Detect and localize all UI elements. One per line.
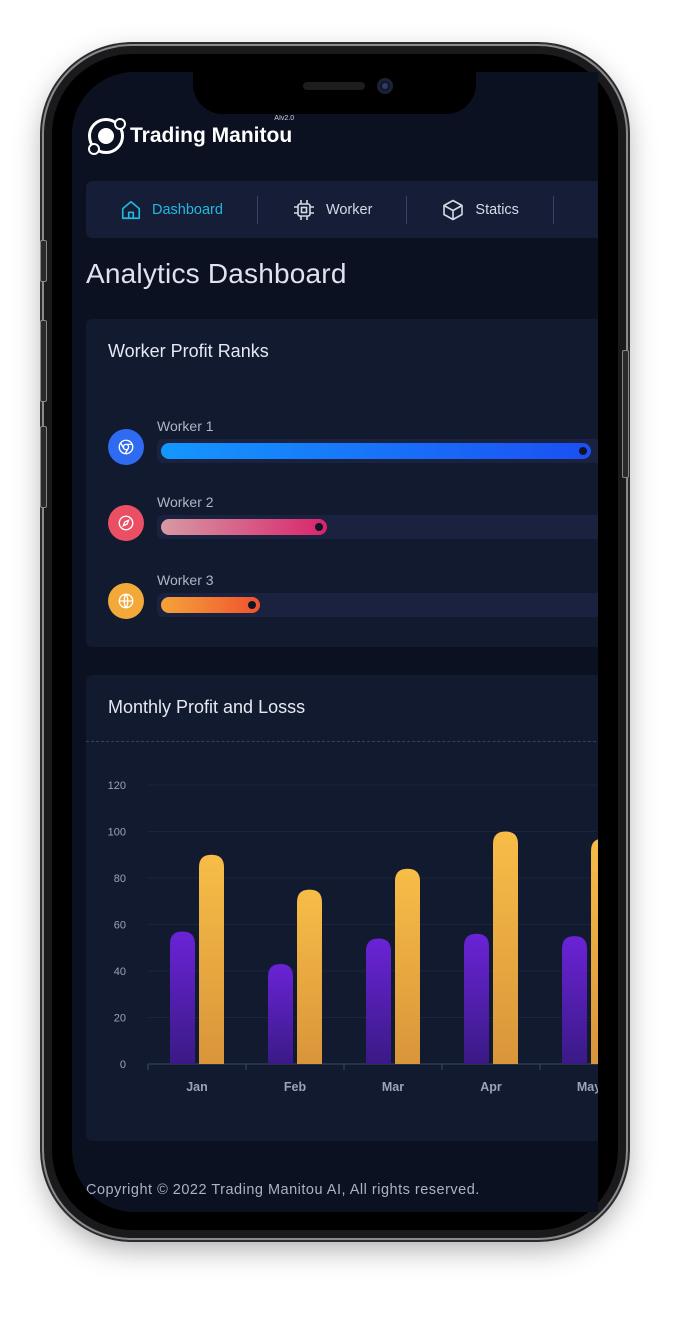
progress-fill xyxy=(161,443,592,459)
card-title: Monthly Profit and Losss xyxy=(108,697,306,717)
bar-apr-series-1[interactable] xyxy=(464,933,489,1064)
globe-icon xyxy=(108,583,144,619)
rank-row-worker-1: Worker 1 65% xyxy=(108,418,598,485)
nav-label: Worker xyxy=(325,201,373,218)
divider xyxy=(86,741,598,742)
monthly-profit-chart: 0 20 40 60 80 100 120 Jan Feb Mar Apr May xyxy=(108,780,598,1094)
brand-name: Trading Manitou AIv2.0 xyxy=(130,115,295,147)
nav-label: Statics xyxy=(475,201,519,218)
nav-item-statics[interactable]: Statics xyxy=(407,195,554,224)
y-tick-label: 40 xyxy=(114,966,126,978)
bar-apr-series-2[interactable] xyxy=(493,831,518,1065)
side-button-mute xyxy=(40,240,47,282)
x-tick-label: Apr xyxy=(480,1080,502,1094)
side-button-volume-up xyxy=(40,320,47,402)
worker-name: Worker 3 xyxy=(157,572,214,588)
nav-item-dashboard[interactable]: Dashboard xyxy=(86,195,258,224)
chrome-icon xyxy=(108,429,144,465)
rank-row-worker-3: Worker 3 15% xyxy=(108,572,598,639)
bar-feb-series-2[interactable] xyxy=(297,889,322,1064)
y-tick-label: 120 xyxy=(108,780,126,792)
worker-name: Worker 2 xyxy=(157,494,214,510)
bar-mar-series-2[interactable] xyxy=(395,868,420,1064)
x-tick-label: Mar xyxy=(382,1080,404,1094)
bar-may-series-1[interactable] xyxy=(562,936,587,1064)
camera xyxy=(377,78,393,94)
nav-item-worker[interactable]: Worker xyxy=(258,195,408,224)
page-title: Analytics Dashboard xyxy=(86,258,347,289)
worker-name: Worker 1 xyxy=(157,418,214,434)
bar-may-series-2[interactable] xyxy=(591,838,598,1064)
cube-icon xyxy=(443,199,464,220)
x-tick-label: Feb xyxy=(284,1080,307,1094)
brand-logo[interactable]: Trading Manitou AIv2.0 xyxy=(88,115,295,155)
nav-label: Dashboard xyxy=(152,201,223,218)
x-tick-label: Jan xyxy=(186,1080,208,1094)
bar-jan-series-1[interactable] xyxy=(170,931,195,1064)
bar-feb-series-1[interactable] xyxy=(268,964,293,1064)
footer-copyright: Copyright © 2022 Trading Manitou AI, All… xyxy=(86,1182,480,1198)
y-tick-label: 60 xyxy=(114,920,126,932)
monthly-profit-loss-card: Monthly Profit and Losss 0 20 40 60 80 100 120… xyxy=(86,675,598,1141)
brain-logo-icon xyxy=(88,118,126,155)
progress-fill xyxy=(161,597,261,613)
rank-row-worker-2: Worker 2 25% xyxy=(108,494,598,561)
notch xyxy=(193,70,476,114)
cpu-icon xyxy=(293,199,314,220)
worker-profit-ranks-card: Worker Profit Ranks Worker 1 65% Worker … xyxy=(86,319,598,647)
side-button-power xyxy=(622,350,629,478)
y-tick-label: 100 xyxy=(108,827,126,839)
y-tick-label: 0 xyxy=(120,1059,126,1071)
x-tick-label: May xyxy=(577,1080,598,1094)
bar-mar-series-1[interactable] xyxy=(366,938,391,1064)
progress-fill xyxy=(161,519,327,535)
card-title: Worker Profit Ranks xyxy=(108,341,269,361)
progress-track xyxy=(157,593,598,617)
bar-jan-series-2[interactable] xyxy=(199,854,224,1064)
compass-icon xyxy=(108,505,144,541)
screen: Trading Manitou AIv2.0 Dashboard Worker … xyxy=(72,72,598,1212)
top-nav: Dashboard Worker Statics xyxy=(86,181,598,238)
progress-track xyxy=(157,439,598,463)
side-button-volume-down xyxy=(40,426,47,508)
speaker xyxy=(303,82,365,90)
y-tick-label: 80 xyxy=(114,873,126,885)
brand-version: AIv2.0 xyxy=(274,115,295,122)
progress-track xyxy=(157,515,598,539)
home-icon xyxy=(121,200,141,219)
y-tick-label: 20 xyxy=(114,1013,126,1025)
